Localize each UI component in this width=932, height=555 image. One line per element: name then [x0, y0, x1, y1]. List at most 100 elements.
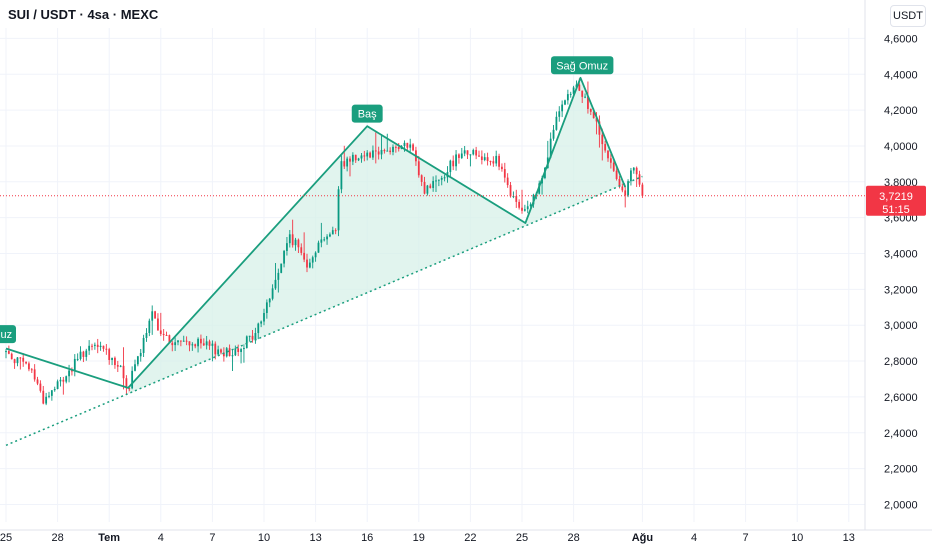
candle [303, 232, 306, 263]
candle [185, 336, 188, 346]
candle [515, 189, 518, 208]
candle [79, 346, 82, 361]
candle [501, 163, 503, 172]
y-tick-label: 3,2000 [884, 284, 918, 296]
candle [394, 145, 397, 153]
candle [25, 361, 27, 365]
x-tick-label: 13 [309, 532, 321, 544]
candle [498, 153, 500, 171]
candle [157, 313, 159, 331]
candle [177, 339, 179, 346]
candle [392, 144, 394, 156]
candle [420, 174, 423, 187]
candle [429, 183, 432, 189]
candle [248, 335, 251, 342]
candle [346, 156, 349, 172]
candle [254, 327, 257, 344]
candle [609, 153, 612, 169]
x-tick-label: 7 [743, 532, 749, 544]
svg-text:Omuz: Omuz [0, 329, 12, 341]
candle [225, 347, 228, 358]
x-tick-label: 4 [691, 532, 697, 544]
candle [472, 148, 475, 156]
candle [466, 150, 469, 160]
y-tick-label: 3,0000 [884, 320, 918, 332]
candle [13, 358, 16, 369]
candle [68, 364, 70, 383]
candle [326, 234, 328, 245]
candle [159, 312, 162, 337]
candle [76, 353, 79, 362]
candle [432, 176, 435, 192]
pattern-label[interactable]: Baş [351, 104, 383, 123]
candle [182, 335, 185, 342]
candle [480, 150, 483, 165]
candle [412, 143, 414, 152]
candle [174, 336, 177, 351]
y-tick-label: 2,6000 [884, 392, 918, 404]
candle [589, 108, 592, 116]
candle [96, 338, 99, 354]
candle [489, 160, 492, 166]
candle [607, 150, 609, 162]
candle [220, 348, 222, 355]
candle [458, 153, 460, 164]
candle [635, 166, 638, 188]
candle [119, 364, 122, 368]
symbol-title: SUI / USDT · 4sa · MEXC [8, 7, 159, 22]
candle [340, 155, 343, 194]
candle [518, 199, 521, 210]
x-tick-label: 10 [258, 532, 270, 544]
candle [612, 160, 615, 172]
candle [343, 145, 346, 170]
svg-text:Sağ Omuz: Sağ Omuz [556, 60, 608, 72]
candle [357, 157, 360, 162]
candle [337, 186, 340, 237]
candle [506, 173, 509, 188]
candle [630, 167, 632, 186]
candle [131, 366, 134, 390]
candle [48, 391, 50, 399]
candle [351, 152, 354, 166]
candle [5, 349, 7, 359]
candle [440, 175, 443, 186]
candle [638, 170, 641, 187]
svg-text:3,7219: 3,7219 [879, 191, 913, 203]
neckline[interactable] [5, 175, 643, 446]
candle [503, 162, 506, 183]
candle [240, 347, 242, 364]
pattern-line[interactable] [5, 76, 627, 389]
currency-button[interactable]: USDT [890, 5, 926, 27]
candle [320, 222, 323, 248]
candle [214, 341, 217, 360]
candle [286, 237, 288, 256]
candle [200, 334, 202, 349]
candle [111, 357, 113, 366]
candle [16, 357, 19, 367]
candle [526, 200, 529, 214]
candle [426, 184, 429, 196]
candle [452, 155, 455, 171]
candle [91, 343, 93, 351]
candle [475, 146, 478, 160]
candle [45, 392, 48, 406]
candle [71, 367, 73, 376]
candle [33, 364, 36, 382]
pattern-label[interactable]: Omuz [0, 325, 16, 344]
x-tick-label: 28 [51, 532, 63, 544]
candle [449, 159, 452, 177]
candle [512, 191, 515, 199]
pattern-label[interactable]: Sağ Omuz [551, 56, 614, 75]
candle [154, 310, 156, 319]
candle [179, 340, 182, 347]
candle [331, 226, 334, 235]
x-tick-label: Ağu [632, 532, 653, 544]
candle [257, 322, 260, 340]
candle [397, 143, 400, 152]
candle [306, 253, 308, 273]
candle [125, 375, 128, 395]
x-tick-label: 13 [843, 532, 855, 544]
candle [194, 343, 197, 349]
